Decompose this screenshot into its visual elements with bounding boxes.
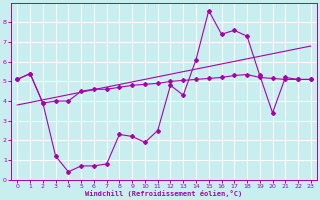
X-axis label: Windchill (Refroidissement éolien,°C): Windchill (Refroidissement éolien,°C) bbox=[85, 190, 243, 197]
